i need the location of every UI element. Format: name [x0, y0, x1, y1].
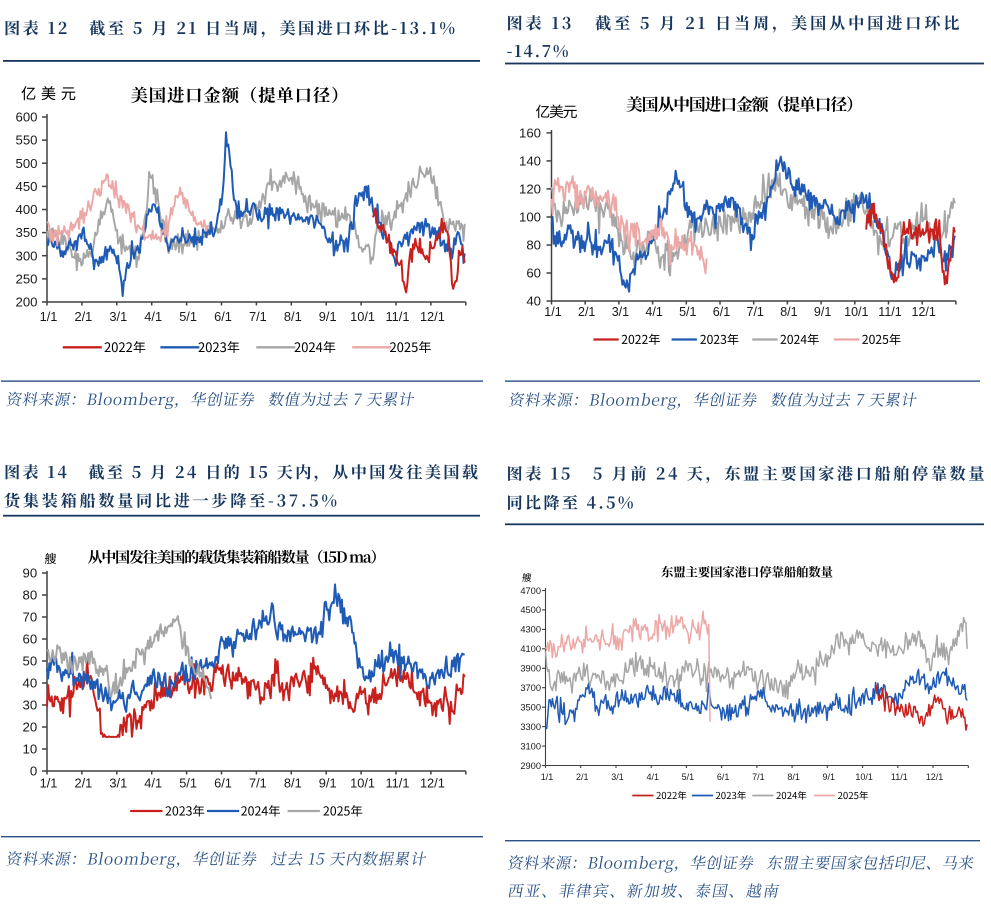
svg-text:12/1: 12/1	[926, 772, 944, 782]
svg-text:1/1: 1/1	[40, 309, 58, 324]
svg-text:9/1: 9/1	[319, 309, 337, 324]
svg-text:1/1: 1/1	[544, 305, 561, 319]
svg-text:11/1: 11/1	[386, 309, 410, 324]
svg-text:6/1: 6/1	[214, 309, 232, 324]
svg-text:3/1: 3/1	[612, 305, 629, 319]
svg-text:5/1: 5/1	[179, 776, 197, 791]
svg-text:120: 120	[519, 182, 541, 197]
svg-text:4500: 4500	[520, 605, 541, 615]
svg-text:4300: 4300	[520, 625, 541, 635]
svg-text:4/1: 4/1	[645, 305, 662, 319]
svg-text:3/1: 3/1	[109, 309, 127, 324]
svg-text:550: 550	[15, 133, 37, 148]
svg-text:1/1: 1/1	[541, 772, 554, 782]
svg-text:10/1: 10/1	[844, 305, 868, 319]
svg-text:0: 0	[30, 764, 37, 779]
svg-text:2/1: 2/1	[75, 309, 93, 324]
svg-text:2/1: 2/1	[576, 772, 589, 782]
svg-text:5/1: 5/1	[179, 309, 197, 324]
svg-text:2900: 2900	[520, 761, 541, 771]
svg-text:30: 30	[23, 698, 38, 713]
svg-text:40: 40	[526, 294, 541, 309]
svg-text:8/1: 8/1	[787, 772, 800, 782]
svg-text:400: 400	[15, 202, 37, 217]
svg-text:8/1: 8/1	[780, 305, 797, 319]
svg-text:140: 140	[519, 154, 541, 169]
svg-text:10: 10	[23, 742, 38, 757]
svg-text:6/1: 6/1	[717, 772, 730, 782]
svg-text:7/1: 7/1	[747, 305, 764, 319]
svg-text:600: 600	[15, 110, 37, 125]
svg-text:250: 250	[15, 272, 37, 287]
svg-text:500: 500	[15, 156, 37, 171]
svg-text:200: 200	[15, 295, 37, 310]
svg-text:3100: 3100	[520, 741, 541, 751]
svg-text:11/1: 11/1	[891, 772, 908, 782]
svg-text:11/1: 11/1	[878, 305, 901, 319]
svg-text:10/1: 10/1	[350, 309, 375, 324]
svg-text:9/1: 9/1	[319, 776, 337, 791]
svg-text:10/1: 10/1	[855, 772, 873, 782]
svg-text:2/1: 2/1	[75, 776, 93, 791]
svg-text:5/1: 5/1	[679, 305, 696, 319]
svg-text:3500: 3500	[520, 702, 541, 712]
svg-text:7/1: 7/1	[752, 772, 765, 782]
svg-text:300: 300	[15, 248, 37, 263]
svg-text:3900: 3900	[520, 664, 541, 674]
svg-text:4/1: 4/1	[144, 309, 162, 324]
svg-text:4/1: 4/1	[144, 776, 162, 791]
svg-text:12/1: 12/1	[420, 309, 445, 324]
svg-text:3/1: 3/1	[611, 772, 624, 782]
svg-text:3300: 3300	[520, 722, 541, 732]
svg-text:350: 350	[15, 225, 37, 240]
svg-text:7/1: 7/1	[249, 309, 267, 324]
svg-text:90: 90	[23, 566, 38, 581]
svg-text:4100: 4100	[520, 644, 541, 654]
svg-text:3/1: 3/1	[109, 776, 127, 791]
svg-text:50: 50	[23, 654, 38, 669]
svg-text:160: 160	[519, 126, 541, 141]
svg-text:12/1: 12/1	[912, 305, 936, 319]
svg-text:4/1: 4/1	[646, 772, 659, 782]
svg-text:1/1: 1/1	[40, 776, 58, 791]
svg-text:4700: 4700	[520, 586, 541, 596]
svg-text:70: 70	[23, 610, 38, 625]
svg-text:100: 100	[519, 210, 541, 225]
svg-text:10/1: 10/1	[350, 776, 375, 791]
svg-text:80: 80	[526, 238, 541, 253]
svg-text:40: 40	[23, 676, 38, 691]
svg-text:8/1: 8/1	[284, 776, 302, 791]
svg-text:6/1: 6/1	[713, 305, 730, 319]
svg-text:7/1: 7/1	[249, 776, 267, 791]
svg-text:9/1: 9/1	[823, 772, 836, 782]
svg-text:2/1: 2/1	[578, 305, 595, 319]
svg-text:6/1: 6/1	[214, 776, 232, 791]
svg-text:3700: 3700	[520, 683, 541, 693]
svg-text:9/1: 9/1	[814, 305, 831, 319]
svg-text:60: 60	[526, 266, 541, 281]
svg-text:12/1: 12/1	[420, 776, 445, 791]
svg-text:8/1: 8/1	[284, 309, 302, 324]
svg-text:20: 20	[23, 720, 38, 735]
svg-text:450: 450	[15, 179, 37, 194]
svg-text:5/1: 5/1	[682, 772, 695, 782]
svg-text:11/1: 11/1	[386, 776, 410, 791]
svg-text:60: 60	[23, 632, 38, 647]
svg-text:80: 80	[23, 588, 38, 603]
